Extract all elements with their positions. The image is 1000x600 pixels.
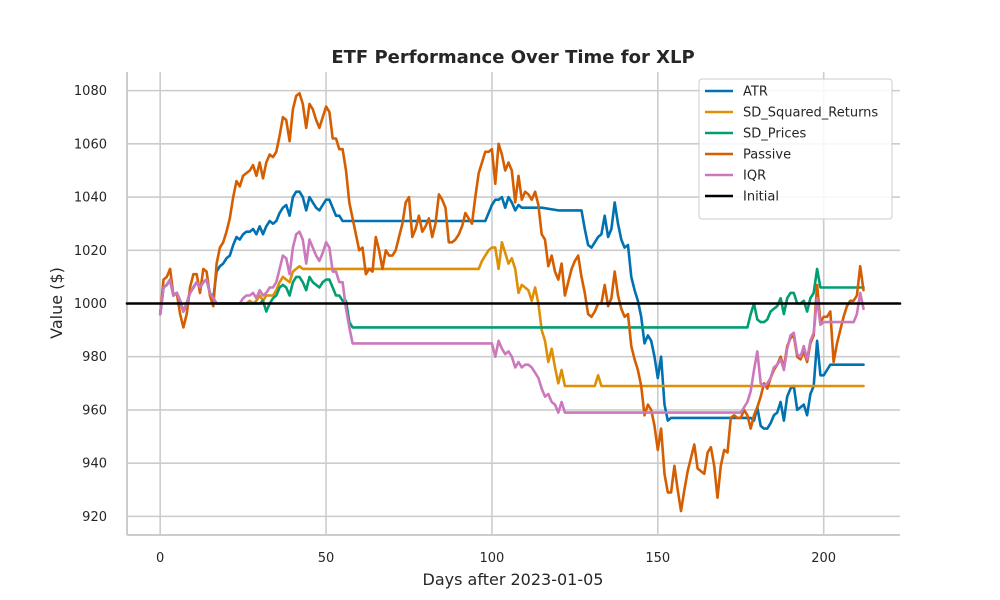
legend-label-sd-squared-returns: SD_Squared_Returns (743, 106, 878, 121)
y-axis-label: Value ($) (47, 267, 66, 339)
tick-labels: 0 50 100 150 200 920 940 960 980 1000 1020 1040 1060… (74, 84, 836, 566)
y-tick-label: 960 (82, 403, 107, 418)
x-axis-label: Days after 2023-01-05 (423, 570, 604, 589)
legend-label-iqr: IQR (743, 169, 766, 184)
y-tick-label: 1020 (74, 244, 107, 259)
y-tick-label: 980 (82, 350, 107, 365)
x-tick-label: 150 (645, 551, 670, 566)
x-tick-label: 100 (480, 551, 505, 566)
legend: ATR SD_Squared_Returns SD_Prices Passive IQR… (698, 78, 893, 220)
x-tick-label: 0 (156, 551, 164, 566)
x-tick-label: 50 (318, 551, 335, 566)
series-line-iqr (158, 230, 865, 414)
legend-label-initial: Initial (743, 190, 779, 205)
chart-title: ETF Performance Over Time for XLP (331, 47, 694, 68)
y-tick-label: 920 (82, 510, 107, 525)
y-tick-label: 1000 (74, 297, 107, 312)
legend-label-passive: Passive (743, 148, 791, 163)
legend-label-sd-prices: SD_Prices (743, 127, 806, 142)
y-tick-label: 940 (82, 457, 107, 472)
x-tick-label: 200 (811, 551, 836, 566)
series-line-passive (158, 92, 865, 513)
series-lines (125, 92, 902, 513)
legend-box (698, 78, 893, 220)
y-tick-label: 1060 (74, 137, 107, 152)
y-tick-label: 1040 (74, 191, 107, 206)
legend-label-atr: ATR (743, 85, 768, 100)
series-line-atr (158, 190, 865, 430)
y-tick-label: 1080 (74, 84, 107, 99)
